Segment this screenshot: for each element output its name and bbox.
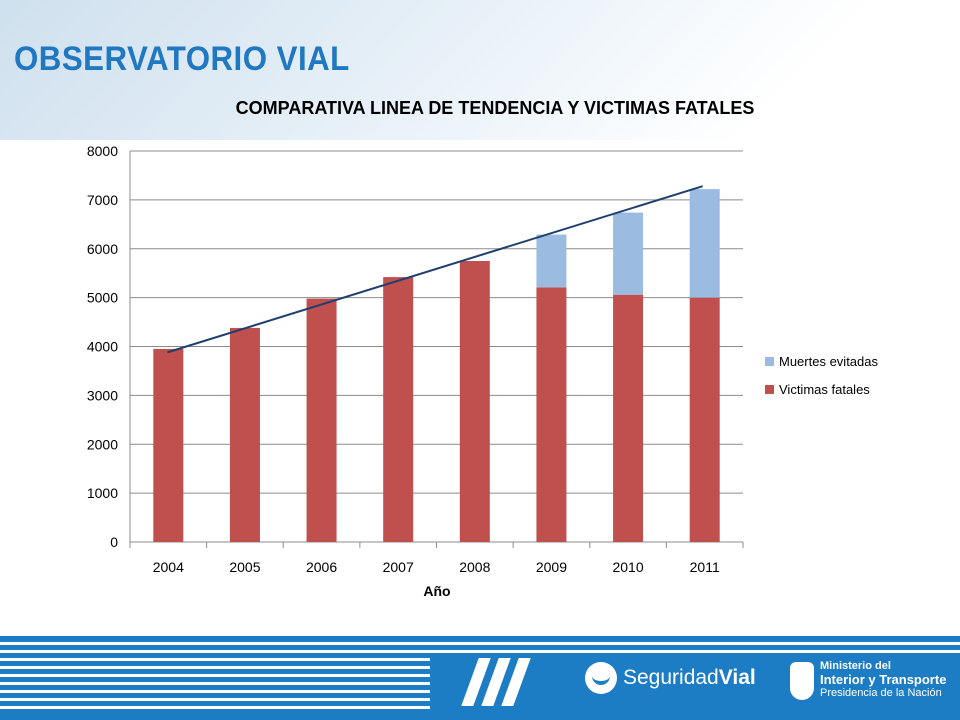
x-tick-label: 2009 bbox=[536, 559, 567, 575]
x-tick-label: 2010 bbox=[612, 559, 643, 575]
footer-stripe bbox=[0, 666, 430, 669]
footer-stripe bbox=[0, 674, 430, 677]
bar-victimas-fatales-2008 bbox=[459, 260, 490, 542]
trendline-group bbox=[167, 185, 703, 354]
y-tick-label: 0 bbox=[110, 534, 118, 550]
brand-title: OBSERVATORIO VIAL bbox=[14, 40, 350, 78]
footer-stripe bbox=[0, 682, 430, 685]
legend: Muertes evitadas Victimas fatales bbox=[765, 354, 878, 397]
y-tick-labels: 0 1000 2000 3000 4000 5000 6000 7000 8000 bbox=[87, 143, 118, 550]
footer-stripe bbox=[0, 650, 960, 653]
bar-victimas-fatales-2005 bbox=[229, 327, 260, 542]
x-axis-label: Año bbox=[423, 583, 450, 599]
bar-muertes-evitadas-2009 bbox=[536, 234, 567, 288]
bar-victimas-fatales-2011 bbox=[689, 297, 720, 542]
header-background bbox=[0, 0, 960, 140]
footer-stripe bbox=[0, 642, 960, 645]
x-tick-labels: 2004 2005 2006 2007 2008 2009 2010 2011 bbox=[153, 559, 720, 575]
bar-victimas-fatales-2006 bbox=[306, 298, 337, 542]
y-tick-label: 6000 bbox=[87, 241, 118, 257]
trendline bbox=[167, 185, 703, 354]
y-tick-label: 5000 bbox=[87, 290, 118, 306]
bar-victimas-fatales-2004 bbox=[153, 348, 184, 542]
bar-victimas-fatales-2010 bbox=[613, 294, 644, 542]
legend-label: Victimas fatales bbox=[779, 382, 870, 397]
y-tick-label: 2000 bbox=[87, 436, 118, 452]
legend-label: Muertes evitadas bbox=[779, 354, 878, 369]
footer-stripe bbox=[0, 706, 430, 709]
bar-muertes-evitadas-2011 bbox=[689, 189, 720, 298]
y-tick-label: 7000 bbox=[87, 192, 118, 208]
bars bbox=[153, 189, 720, 542]
bar-muertes-evitadas-2010 bbox=[613, 212, 644, 295]
footer: Seguridad Vial Ministerio del Interior y … bbox=[0, 636, 960, 720]
x-tick-label: 2008 bbox=[459, 559, 490, 575]
y-tick-label: 1000 bbox=[87, 485, 118, 501]
footer-stripe bbox=[0, 690, 430, 693]
ministry-line3: Presidencia de la Nación bbox=[820, 687, 942, 699]
legend-swatch bbox=[765, 357, 774, 366]
x-tick-label: 2004 bbox=[153, 559, 184, 575]
y-tick-label: 8000 bbox=[87, 143, 118, 159]
seguridad-vial-logo: Seguridad Vial bbox=[585, 662, 756, 694]
footer-stripe bbox=[0, 698, 430, 701]
coat-of-arms-icon bbox=[790, 662, 814, 700]
gridlines bbox=[129, 150, 744, 548]
bar-victimas-fatales-2009 bbox=[536, 287, 567, 542]
ministry-line2: Interior y Transporte bbox=[820, 672, 947, 687]
footer-stripe bbox=[0, 658, 430, 661]
x-tick-label: 2005 bbox=[229, 559, 260, 575]
chart-title: COMPARATIVA LINEA DE TENDENCIA Y VICTIMA… bbox=[235, 98, 755, 118]
bar-victimas-fatales-2007 bbox=[383, 277, 414, 542]
logo-text-part2: Vial bbox=[718, 666, 756, 689]
logo-text-part1: Seguridad bbox=[623, 666, 719, 689]
wave-logo-icon bbox=[585, 662, 617, 694]
ministry-line1: Ministerio del bbox=[820, 660, 891, 672]
y-tick-label: 4000 bbox=[87, 339, 118, 355]
x-tick-label: 2007 bbox=[383, 559, 414, 575]
legend-swatch bbox=[765, 385, 774, 394]
y-tick-label: 3000 bbox=[87, 387, 118, 403]
x-tick-label: 2006 bbox=[306, 559, 337, 575]
x-tick-label: 2011 bbox=[690, 559, 720, 575]
